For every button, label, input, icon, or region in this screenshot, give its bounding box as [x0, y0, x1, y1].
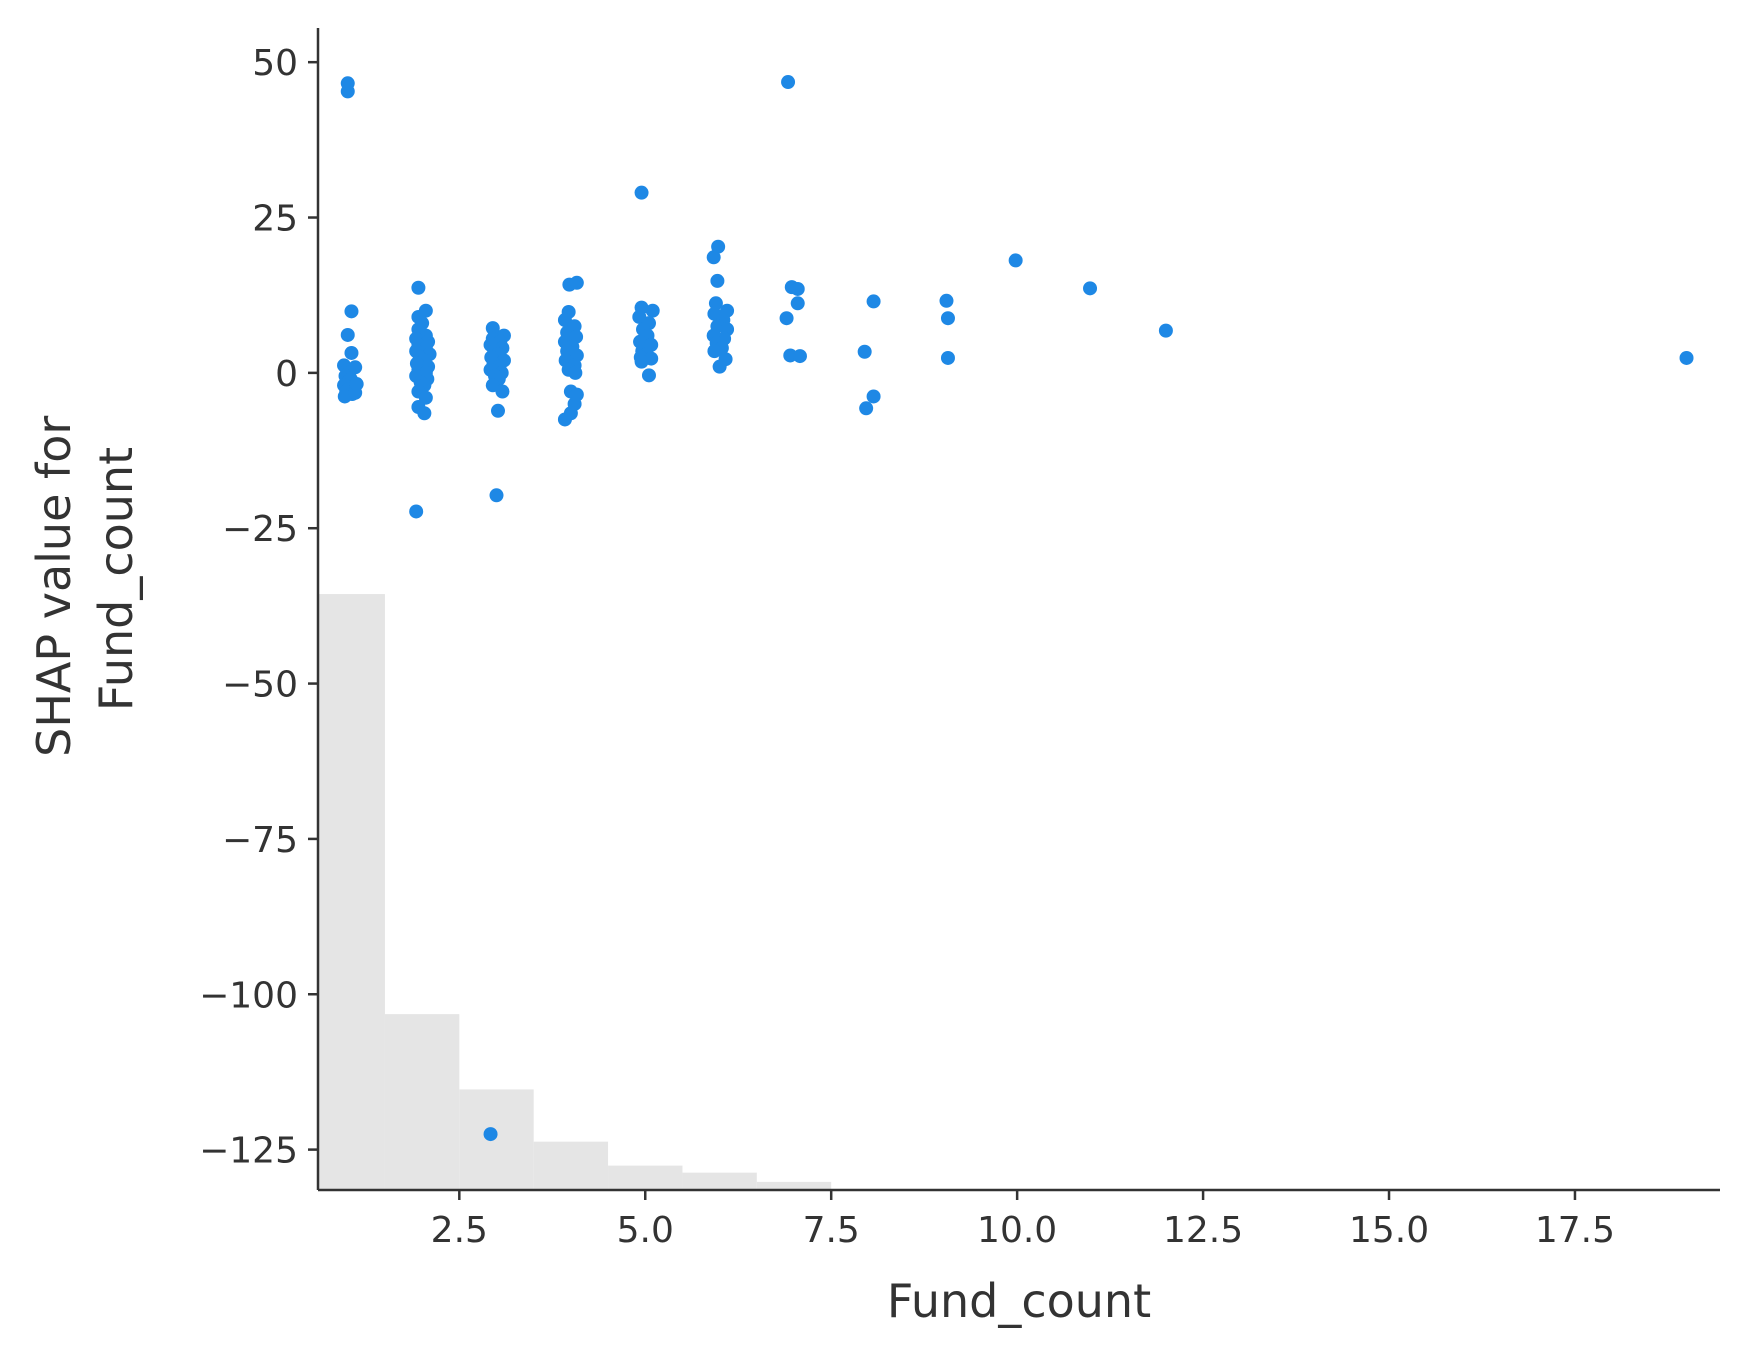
histogram-bar-4: [608, 1165, 683, 1190]
data-point: [866, 389, 881, 404]
data-point: [349, 377, 364, 392]
data-point: [490, 403, 505, 418]
y-tick-label: 0: [275, 354, 298, 395]
data-point: [569, 275, 584, 290]
data-point: [634, 354, 649, 369]
data-point: [409, 504, 424, 519]
data-point: [707, 344, 722, 359]
y-tick-label: −75: [222, 820, 298, 861]
data-point: [857, 344, 872, 359]
x-tick-label: 12.5: [1163, 1210, 1243, 1251]
x-tick-label: 17.5: [1535, 1210, 1615, 1251]
histogram-bar-5: [682, 1172, 757, 1190]
x-tick-label: 2.5: [431, 1210, 488, 1251]
data-point: [866, 294, 881, 309]
data-point: [779, 311, 794, 326]
y-axis-ticks: 50 25 0 −25 −50 −75 −100 −125: [199, 43, 318, 1172]
data-point: [711, 239, 726, 254]
data-point: [1158, 323, 1173, 338]
data-point: [557, 412, 572, 427]
y-axis-title: SHAP value for Fund_count: [27, 401, 143, 757]
x-axis-title: Fund_count: [887, 1274, 1151, 1328]
data-point: [483, 1127, 498, 1142]
y-tick-label: −100: [199, 975, 298, 1016]
data-point: [940, 311, 955, 326]
data-point: [790, 296, 805, 311]
data-point: [781, 75, 796, 90]
y-tick-label: 25: [252, 199, 298, 240]
feature-histogram: [318, 594, 832, 1190]
data-point: [712, 359, 727, 374]
data-point: [1008, 253, 1023, 268]
data-point: [645, 303, 660, 318]
x-tick-label: 7.5: [803, 1210, 860, 1251]
x-tick-label: 5.0: [617, 1210, 674, 1251]
data-point: [485, 321, 500, 336]
data-point: [792, 349, 807, 364]
data-point: [940, 350, 955, 365]
data-point: [344, 345, 359, 360]
histogram-bar-6: [756, 1181, 832, 1190]
y-tick-label: −125: [199, 1131, 298, 1172]
y-tick-label: −25: [222, 509, 298, 550]
data-point: [1679, 350, 1694, 365]
histogram-bar-3: [533, 1141, 609, 1190]
histogram-bar-2: [459, 1089, 534, 1190]
data-point: [634, 185, 649, 200]
data-point: [417, 406, 432, 421]
data-point: [710, 273, 725, 288]
data-point: [340, 84, 355, 99]
data-point: [708, 296, 723, 311]
data-point: [568, 365, 583, 380]
data-point: [418, 390, 433, 405]
y-axis-title-line-2: Fund_count: [89, 447, 143, 711]
data-point: [340, 327, 355, 342]
data-point: [489, 488, 504, 503]
data-point: [939, 293, 954, 308]
axes: [316, 28, 1720, 1192]
data-point: [790, 281, 805, 296]
y-tick-label: 50: [252, 43, 298, 84]
data-point: [348, 360, 363, 375]
y-tick-label: −50: [222, 665, 298, 706]
y-axis-title-line-1: SHAP value for: [27, 416, 81, 757]
data-point: [706, 250, 721, 265]
data-point: [344, 304, 359, 319]
data-point: [495, 384, 510, 399]
histogram-bar-0: [318, 594, 385, 1190]
data-point: [641, 368, 656, 383]
shap-scatter-points: [337, 75, 1694, 1142]
data-point: [859, 401, 874, 416]
data-point: [411, 280, 426, 295]
x-axis-ticks: 2.5 5.0 7.5 10.0 12.5 15.0 17.5: [431, 1190, 1615, 1251]
data-point: [1083, 281, 1098, 296]
x-tick-label: 15.0: [1349, 1210, 1429, 1251]
x-tick-label: 10.0: [977, 1210, 1057, 1251]
histogram-bar-1: [384, 1014, 460, 1190]
